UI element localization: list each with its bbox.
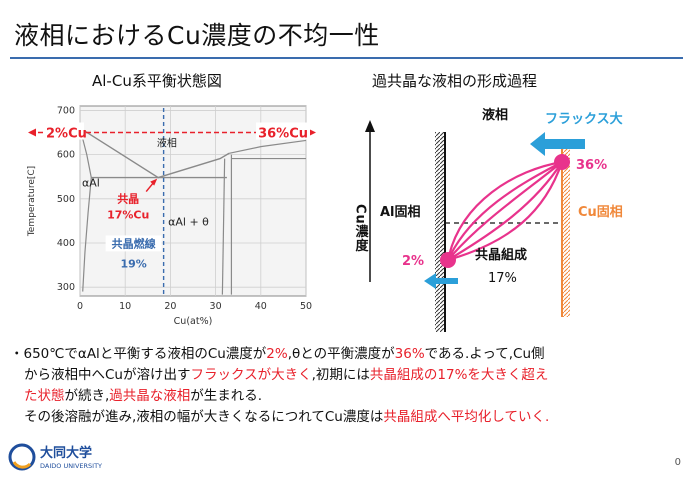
logo-name: 大同大学 xyxy=(40,445,92,461)
highlight-flux: フラックスが大きく xyxy=(190,367,312,383)
cu-concentration-label: Cu濃度 xyxy=(353,204,369,253)
highlight-36pct: 36% xyxy=(394,346,425,362)
x-tick-label: 0 xyxy=(77,301,83,312)
text-line-4: その後溶融が進み,液相の幅が大きくなるにつれてCu濃度は共晶組成へ平均化していく… xyxy=(10,407,685,428)
phase-diagram-chart: 300 400 500 600 700 0 10 20 30 40 50 Temperature[… xyxy=(27,105,316,327)
text-segment: が続き, xyxy=(64,388,110,404)
title-underline xyxy=(10,57,683,59)
liquidus-right-line xyxy=(229,139,307,154)
solvus-line xyxy=(82,177,92,292)
left-panel-heading: Al-Cu系平衡状態図 xyxy=(92,72,222,90)
theta-boundary-left xyxy=(221,158,226,295)
text-line-3: た状態が続き,過共晶な液相が生まれる. xyxy=(10,386,685,407)
y-tick-label: 300 xyxy=(57,282,75,293)
highlight-state: た状態 xyxy=(24,388,65,404)
y-tick-label: 700 xyxy=(57,105,75,116)
text-segment: から液相中へCuが溶け出す xyxy=(24,367,191,383)
y-axis-label: Temperature[C] xyxy=(27,166,37,237)
page-title: 液相におけるCu濃度の不均一性 xyxy=(14,21,380,50)
left-ref-label-bg xyxy=(44,122,84,140)
high-value-label: 36% xyxy=(576,158,607,173)
page-number: 0 xyxy=(674,457,681,468)
al-solid-hatch xyxy=(435,132,445,332)
cu-solid-label: Cu固相 xyxy=(578,204,623,220)
text-segment: 650℃でαAlと平衡する液相のCu濃度が xyxy=(23,346,267,362)
text-segment: が生まれる. xyxy=(190,388,263,404)
text-segment: である.よって,Cu側 xyxy=(424,346,545,362)
highlight-hypereutectic: 過共晶な液相 xyxy=(109,388,191,404)
right-ref-label-bg xyxy=(256,122,310,140)
cu-solid-hatch xyxy=(562,142,570,317)
eutectic-line-label-bg xyxy=(105,235,162,252)
ref-left-arrow-icon xyxy=(28,128,36,137)
high-concentration-dot xyxy=(554,154,570,170)
explanation-text: ・650℃でαAlと平衡する液相のCu濃度が2%,θとの平衡濃度が36%である.… xyxy=(10,344,685,428)
eutectic-line-value: 19% xyxy=(120,257,146,270)
x-tick-label: 30 xyxy=(210,301,222,312)
eutectic-composition-title: 共晶組成 xyxy=(475,247,527,263)
eutectic-arrow-icon xyxy=(150,178,158,186)
concentration-curves xyxy=(446,160,564,262)
alpha-al-phase-label: αAl xyxy=(82,176,100,189)
university-logo: 大同大学 DAIDO UNIVERSITY xyxy=(8,443,102,471)
x-tick-label: 40 xyxy=(255,301,267,312)
logo-subtext: DAIDO UNIVERSITY xyxy=(40,462,102,470)
alpha-theta-phase-label: αAl + θ xyxy=(168,215,209,228)
eutectic-composition-value: 17% xyxy=(488,271,517,286)
y-tick-labels: 300 400 500 600 700 xyxy=(57,105,75,293)
text-segment: ,θとの平衡濃度が xyxy=(287,346,395,362)
liquid-label: 液相 xyxy=(482,107,508,123)
highlight-exceed: 共晶組成の17%を大きく超え xyxy=(369,367,549,383)
x-tick-label: 50 xyxy=(300,301,312,312)
text-segment: その後溶融が進み,液相の幅が大きくなるにつれてCu濃度は xyxy=(24,409,384,425)
axis-arrowhead-icon xyxy=(365,120,375,132)
liquidus-line xyxy=(79,127,230,179)
text-line-1: ・650℃でαAlと平衡する液相のCu濃度が2%,θとの平衡濃度が36%である.… xyxy=(10,344,685,365)
text-segment: ,初期には xyxy=(311,367,370,383)
right-panel-heading: 過共晶な液相の形成過程 xyxy=(372,72,538,90)
eutectic-line-label: 共晶燃線 xyxy=(112,236,156,250)
flux-label: フラックス大 xyxy=(545,111,623,127)
low-value-label: 2% xyxy=(402,254,424,269)
formation-schematic: Cu濃度 液相 フラックス大 Al固相 Cu固相 36% 2% 共晶組成 17% xyxy=(353,107,623,332)
x-axis-label: Cu(at%) xyxy=(174,316,213,327)
text-line-2: から液相中へCuが溶け出すフラックスが大きく,初期には共晶組成の17%を大きく超… xyxy=(10,365,685,386)
y-tick-label: 400 xyxy=(57,238,75,249)
y-tick-label: 600 xyxy=(57,150,75,161)
left-small-arrow-icon xyxy=(424,273,458,289)
y-tick-label: 500 xyxy=(57,194,75,205)
flux-arrow-icon xyxy=(530,132,585,156)
bullet-marker: ・ xyxy=(10,346,24,362)
ref-right-label: 36%Cu xyxy=(258,127,308,142)
eutectic-composition-label: 17%Cu xyxy=(107,209,149,222)
highlight-averaging: 共晶組成へ平均化していく. xyxy=(383,409,550,425)
x-tick-labels: 0 10 20 30 40 50 xyxy=(77,301,312,312)
x-tick-label: 20 xyxy=(164,301,176,312)
liquid-phase-label: 液相 xyxy=(157,137,177,150)
low-concentration-dot xyxy=(440,252,456,268)
x-tick-label: 10 xyxy=(119,301,131,312)
al-solid-label: Al固相 xyxy=(380,204,421,220)
ref-left-label: 2%Cu xyxy=(46,127,87,142)
eutectic-label: 共晶 xyxy=(117,192,139,206)
highlight-2pct: 2% xyxy=(266,346,288,362)
